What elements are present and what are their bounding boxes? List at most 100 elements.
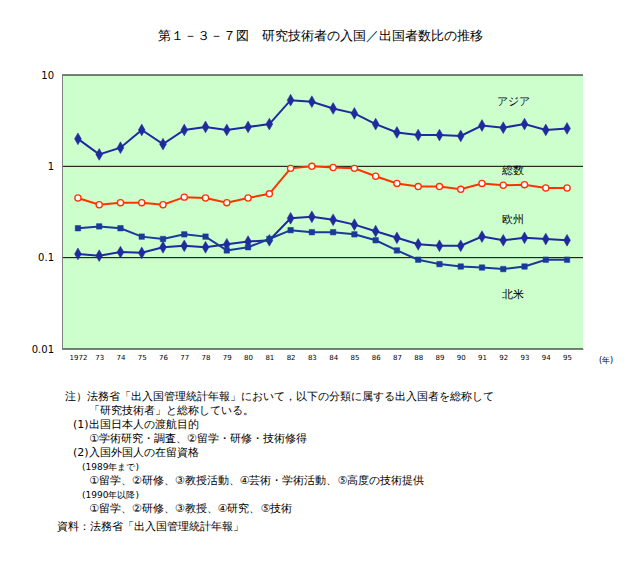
marker (203, 234, 208, 239)
marker (160, 202, 166, 208)
title: 第１－３－７図 研究技術者の入国／出国者数比の推移 (158, 28, 483, 43)
marker (564, 123, 571, 135)
marker (75, 195, 81, 201)
x-tick: 90 (457, 349, 466, 362)
x-tick: 87 (393, 349, 402, 362)
x-tick-label: 92 (499, 354, 508, 362)
y-tick-label: 0.1 (38, 252, 54, 263)
x-tick: 93 (521, 349, 530, 362)
marker (373, 238, 378, 243)
x-tick: 83 (308, 349, 317, 362)
marker (521, 182, 527, 188)
marker (96, 202, 102, 208)
note: ①留学、②研修、③教授活動、④芸術・学術活動、⑤高度の技術提供 (89, 474, 424, 487)
x-tick: 78 (202, 349, 211, 362)
series-label: 北米 (502, 288, 524, 301)
x-tick-label: 78 (202, 354, 211, 362)
marker (117, 200, 123, 206)
marker (308, 96, 315, 108)
x-tick-label: 91 (478, 354, 487, 362)
marker (415, 238, 422, 250)
x-tick-label: 94 (542, 354, 551, 362)
x-tick-label: 74 (117, 354, 126, 362)
marker (117, 142, 124, 154)
x-tick-label: 89 (435, 354, 444, 362)
marker (458, 186, 464, 192)
x-tick: 82 (287, 349, 296, 362)
marker (500, 234, 507, 246)
series-line (78, 100, 567, 154)
x-tick: 88 (414, 349, 423, 362)
markers (75, 94, 571, 160)
marker (224, 248, 229, 253)
marker (436, 184, 442, 190)
marker (436, 129, 443, 141)
marker (96, 250, 103, 262)
marker (181, 194, 187, 200)
x-tick-label: 79 (223, 354, 232, 362)
note: (1989年まで) (82, 462, 139, 472)
marker (75, 133, 82, 145)
marker (160, 138, 167, 150)
x-tick-label: 77 (180, 354, 189, 362)
marker (351, 165, 357, 171)
marker (287, 212, 294, 224)
marker (118, 225, 123, 230)
marker (564, 257, 569, 262)
marker (117, 246, 124, 258)
marker (394, 180, 400, 186)
y-tick-label: 1 (48, 161, 54, 172)
note: (1)出国日本人の渡航目的 (73, 418, 199, 431)
x-tick-label: 76 (159, 354, 168, 362)
x-tick-label: 88 (414, 354, 423, 362)
marker (415, 184, 421, 190)
marker (564, 234, 571, 246)
marker (245, 245, 250, 250)
y-axis: 0.010.1110 (32, 70, 63, 355)
x-tick-label: 87 (393, 354, 402, 362)
note: 注）法務省「出入国管理統計年報」において，以下の分類に属する出入国者を総称して (65, 390, 494, 403)
marker (457, 130, 464, 142)
marker (202, 121, 209, 133)
marker (287, 94, 294, 106)
note: 「研究技術者」と総称している。 (89, 404, 254, 417)
marker (224, 200, 230, 206)
x-tick-label: 86 (372, 354, 381, 362)
marker (501, 266, 506, 271)
marker (266, 118, 273, 130)
marker (394, 232, 401, 244)
x-tick: 76 (159, 349, 168, 362)
marker (160, 241, 167, 253)
marker (202, 241, 209, 253)
x-tick-label: 90 (457, 354, 466, 362)
marker (521, 118, 528, 130)
marker (479, 180, 485, 186)
marker (436, 240, 443, 252)
markers (75, 163, 570, 208)
marker (457, 240, 464, 252)
x-tick: 79 (223, 349, 232, 362)
x-tick: 1972 (70, 349, 88, 362)
x-tick: 75 (138, 349, 147, 362)
marker (75, 248, 82, 260)
note: ①留学、②研修、③教授、④研究、⑤技術 (89, 502, 292, 515)
y-tick-label: 10 (41, 70, 54, 81)
grid-line (62, 257, 583, 258)
marker (288, 165, 294, 171)
marker (75, 225, 80, 230)
x-axis: 1972737475767778798081828384858687888990… (63, 349, 584, 362)
x-tick-label: 84 (329, 354, 338, 362)
marker (266, 191, 272, 197)
marker (479, 231, 486, 243)
marker (352, 232, 357, 237)
marker (415, 129, 422, 141)
series-label: 総数 (501, 164, 524, 177)
note: (1990年以降) (82, 490, 139, 500)
y-axis-line (62, 76, 63, 350)
marker (288, 227, 293, 232)
marker (458, 264, 463, 269)
notes: 注）法務省「出入国管理統計年報」において，以下の分類に属する出入国者を総称して「… (57, 390, 494, 533)
marker (160, 236, 165, 241)
grid-line (62, 75, 583, 76)
marker (330, 164, 336, 170)
